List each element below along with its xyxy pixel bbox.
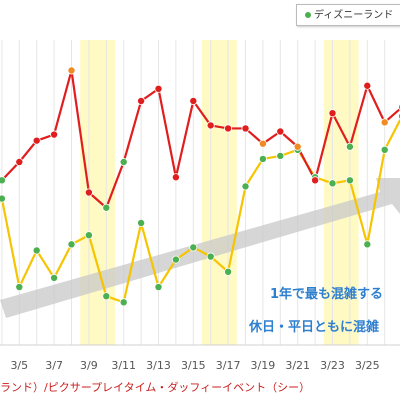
x-tick-label: 3/13 <box>146 359 171 372</box>
data-point <box>345 176 354 185</box>
series-line-1 <box>0 117 400 304</box>
data-point <box>171 255 180 264</box>
annotation-crowded-weekday-holiday: 休日・平日ともに混雑 <box>249 320 380 335</box>
data-point <box>50 273 59 282</box>
data-point <box>137 218 146 227</box>
data-point <box>84 188 93 197</box>
data-point <box>15 157 24 166</box>
x-tick-label: 3/15 <box>181 359 206 372</box>
legend-label: ディズニーランド <box>314 10 394 21</box>
data-point <box>67 240 76 249</box>
data-point <box>15 283 24 292</box>
data-point <box>345 142 354 151</box>
data-point <box>363 240 372 249</box>
trend-arrow <box>0 178 400 318</box>
data-point <box>102 203 111 212</box>
data-point <box>137 97 146 106</box>
x-tick-label: 3/11 <box>111 359 136 372</box>
data-point <box>224 267 233 276</box>
data-point <box>102 292 111 301</box>
data-point <box>189 243 198 252</box>
x-tick-label: 3/21 <box>285 359 310 372</box>
data-point <box>224 124 233 133</box>
data-point <box>328 179 337 188</box>
data-point <box>241 182 250 191</box>
data-point <box>189 97 198 106</box>
data-point <box>241 124 250 133</box>
x-tick-label: 3/25 <box>355 359 380 372</box>
data-point <box>32 136 41 145</box>
data-point <box>119 298 128 307</box>
data-point <box>67 66 76 75</box>
x-tick-label: 3/7 <box>45 359 63 372</box>
data-point <box>328 109 337 118</box>
x-tick-label: 3/5 <box>10 359 28 372</box>
data-point <box>0 194 6 203</box>
series-line-0 <box>0 69 400 209</box>
data-point <box>154 283 163 292</box>
x-tick-label: 3/19 <box>251 359 276 372</box>
annotation-busiest-of-year: 1年で最も混雑する <box>270 287 384 302</box>
data-point <box>154 84 163 93</box>
data-point <box>206 252 215 261</box>
footer-note: ランド）/ピクサープレイタイム・ダッフィーイベント（シー） <box>0 381 311 394</box>
data-point <box>206 121 215 130</box>
data-point <box>171 173 180 182</box>
data-point <box>293 142 302 151</box>
legend: ディズニーランド <box>296 4 400 26</box>
data-point <box>258 139 267 148</box>
data-point <box>276 151 285 160</box>
data-point <box>276 127 285 136</box>
data-point <box>50 130 59 139</box>
data-point <box>380 118 389 127</box>
data-point <box>119 157 128 166</box>
data-point <box>380 145 389 154</box>
x-tick-label: 3/17 <box>216 359 241 372</box>
data-point <box>363 81 372 90</box>
data-point <box>84 231 93 240</box>
data-point <box>0 176 6 185</box>
data-point <box>311 176 320 185</box>
data-point <box>258 154 267 163</box>
x-tick-label: 3/9 <box>80 359 98 372</box>
legend-swatch-icon <box>305 12 311 18</box>
x-tick-label: 3/23 <box>320 359 345 372</box>
data-point <box>32 246 41 255</box>
